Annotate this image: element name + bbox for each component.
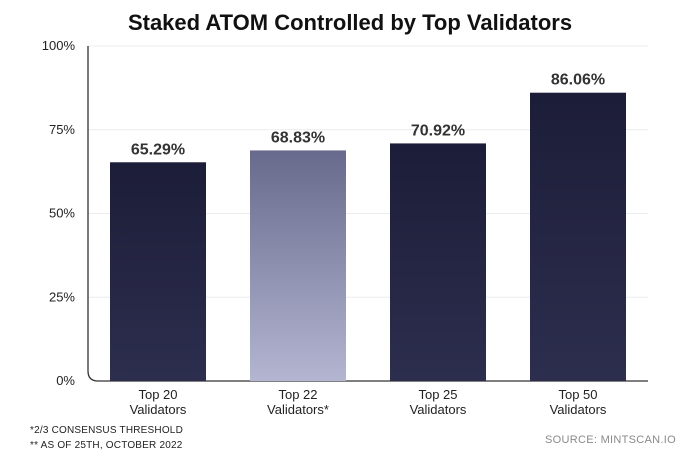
x-tick-label: Validators xyxy=(130,402,187,417)
footnote-date: ** AS OF 25TH, OCTOBER 2022 xyxy=(30,440,183,451)
x-tick-label: Validators* xyxy=(267,402,329,417)
y-tick-label: 50% xyxy=(49,206,75,221)
y-tick-label: 0% xyxy=(56,373,75,388)
bars xyxy=(110,92,626,381)
bar xyxy=(530,92,626,381)
bar-value-label: 65.29% xyxy=(131,141,185,158)
axis-line xyxy=(87,46,648,382)
y-tick-label: 100% xyxy=(42,38,76,53)
bar xyxy=(250,150,346,381)
x-tick-label: Top 25 xyxy=(418,387,457,402)
footnote-consensus: *2/3 CONSENSUS THRESHOLD xyxy=(30,425,183,436)
y-tick-label: 25% xyxy=(49,289,75,304)
y-tick-label: 75% xyxy=(49,122,75,137)
x-tick-label: Top 50 xyxy=(558,387,597,402)
x-tick-label: Top 20 xyxy=(138,387,177,402)
source-credit: SOURCE: MINTSCAN.IO xyxy=(545,434,676,446)
bar-value-label: 70.92% xyxy=(411,122,465,139)
bar xyxy=(110,162,206,381)
bar-value-label: 86.06% xyxy=(551,72,605,89)
chart-title: Staked ATOM Controlled by Top Validators xyxy=(127,10,573,35)
bar-value-label: 68.83% xyxy=(271,129,325,146)
axes xyxy=(87,46,648,382)
x-tick-label: Validators xyxy=(410,402,467,417)
bar xyxy=(390,143,486,381)
x-tick-label: Top 22 xyxy=(278,387,317,402)
labels: 0%25%50%75%100%65.29%Top 20Validators68.… xyxy=(42,38,607,417)
x-tick-label: Validators xyxy=(550,402,607,417)
